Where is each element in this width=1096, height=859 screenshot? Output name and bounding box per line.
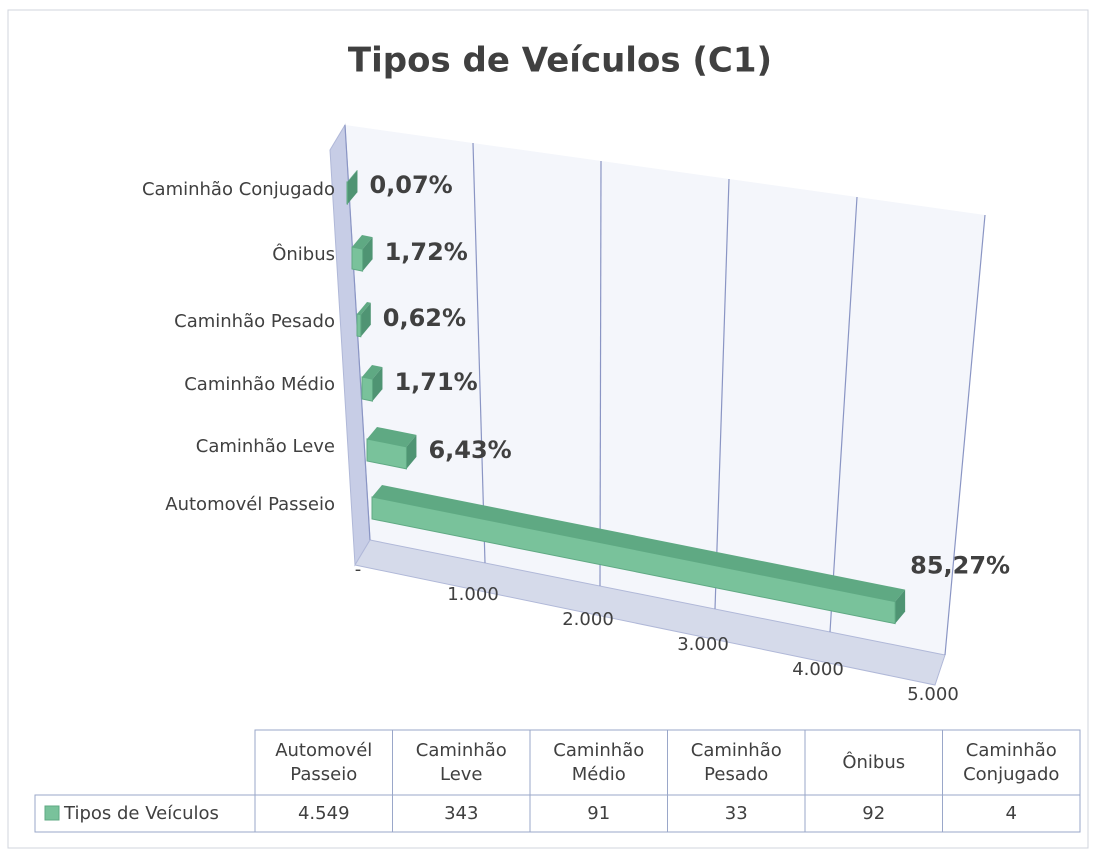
category-label: Caminhão Conjugado [142, 179, 335, 200]
bar [362, 377, 372, 401]
data-label: 0,07% [369, 171, 452, 199]
x-tick-label: - [355, 559, 362, 580]
bar [352, 247, 363, 271]
chart-title: Tipos de Veículos (C1) [348, 41, 772, 81]
data-label: 85,27% [910, 552, 1010, 580]
header-cell: Ônibus [805, 730, 943, 795]
legend-label: Tipos de Veículos [63, 803, 219, 824]
category-label: Caminhão Pesado [174, 311, 335, 332]
category-label: Ônibus [272, 243, 335, 265]
table-value: 91 [587, 803, 610, 824]
x-tick-label: 3.000 [677, 634, 729, 655]
table-value: 343 [444, 803, 478, 824]
x-tick-label: 4.000 [792, 659, 844, 680]
table-value: 92 [862, 803, 885, 824]
x-tick-label: 1.000 [447, 584, 499, 605]
data-label: 1,72% [385, 238, 468, 266]
legend-swatch [45, 806, 59, 820]
header-text: Caminhão Conjugado [943, 730, 1081, 795]
data-label: 0,62% [383, 304, 466, 332]
header-text: Caminhão Leve [393, 730, 531, 795]
table-value: 4.549 [298, 803, 350, 824]
table-value: 4 [1006, 803, 1017, 824]
header-cell: Caminhão Leve [393, 730, 531, 795]
category-label: Automovél Passeio [165, 494, 335, 515]
header-text: Automovél Passeio [255, 730, 393, 795]
table-value: 33 [725, 803, 748, 824]
data-label: 6,43% [428, 436, 511, 464]
category-label: Caminhão Médio [184, 374, 335, 395]
header-cell: Caminhão Conjugado [943, 730, 1081, 795]
header-text: Caminhão Médio [530, 730, 668, 795]
data-label: 1,71% [394, 368, 477, 396]
header-cell: Caminhão Pesado [668, 730, 806, 795]
header-cell: Caminhão Médio [530, 730, 668, 795]
x-tick-label: 2.000 [562, 609, 614, 630]
header-text: Ônibus [805, 730, 943, 795]
x-tick-label: 5.000 [907, 684, 959, 705]
header-text: Caminhão Pesado [668, 730, 806, 795]
category-label: Caminhão Leve [196, 436, 335, 457]
bar [357, 314, 361, 337]
header-cell: Automovél Passeio [255, 730, 393, 795]
